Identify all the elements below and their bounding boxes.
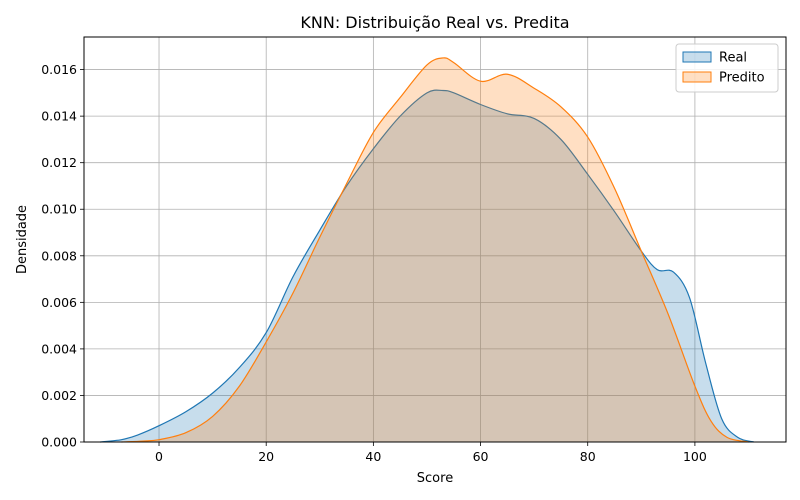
x-tick-label: 20 bbox=[258, 449, 274, 464]
y-axis-label: Densidade bbox=[15, 205, 30, 274]
y-tick-label: 0.002 bbox=[41, 388, 77, 403]
y-tick-label: 0.008 bbox=[41, 248, 77, 263]
legend-box bbox=[675, 43, 779, 93]
y-tick-label: 0.012 bbox=[41, 155, 77, 170]
legend-label-predito: Predito bbox=[719, 71, 765, 86]
x-axis-label: Score bbox=[417, 471, 453, 486]
plot-frame bbox=[83, 36, 787, 443]
grid bbox=[84, 37, 786, 443]
line-predito bbox=[121, 57, 749, 443]
y-tick-label: 0.000 bbox=[41, 435, 77, 450]
y-tick-label: 0.016 bbox=[41, 62, 77, 77]
legend: Real Predito bbox=[675, 43, 779, 93]
density-areas bbox=[100, 57, 755, 443]
chart-title: KNN: Distribuição Real vs. Predita bbox=[300, 13, 569, 32]
x-axis-ticks: 0 20 40 60 80 100 bbox=[155, 442, 707, 464]
x-tick-label: 80 bbox=[580, 449, 596, 464]
y-tick-label: 0.006 bbox=[41, 295, 77, 310]
line-real bbox=[100, 89, 755, 443]
legend-swatch-predito bbox=[682, 71, 712, 83]
y-tick-label: 0.004 bbox=[41, 341, 77, 356]
legend-swatch-real bbox=[682, 51, 712, 63]
y-tick-label: 0.010 bbox=[41, 202, 77, 217]
y-tick-label: 0.014 bbox=[41, 109, 77, 124]
area-predito bbox=[121, 57, 749, 443]
x-tick-label: 100 bbox=[683, 449, 707, 464]
x-tick-label: 60 bbox=[473, 449, 489, 464]
x-tick-label: 40 bbox=[365, 449, 381, 464]
legend-label-real: Real bbox=[719, 51, 747, 66]
y-axis-ticks: 0.000 0.002 0.004 0.006 0.008 0.010 0.012 0.014… bbox=[41, 62, 84, 450]
x-tick-label: 0 bbox=[155, 449, 163, 464]
